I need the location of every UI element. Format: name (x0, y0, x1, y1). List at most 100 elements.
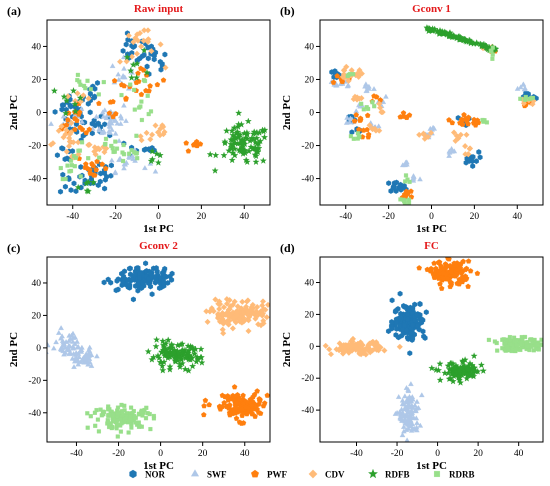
point-nor (158, 66, 164, 73)
point-rdrb (402, 202, 408, 205)
point-pwf (233, 405, 239, 411)
point-rdfb (253, 134, 261, 142)
point-nor (87, 109, 93, 116)
point-rdrb (83, 86, 88, 91)
point-cdv (357, 339, 364, 346)
point-rdrb (140, 413, 145, 418)
point-rdfb (230, 124, 238, 131)
point-swf (69, 355, 76, 361)
point-rdfb (193, 353, 201, 361)
point-cdv (340, 71, 347, 78)
point-rdrb (138, 104, 143, 109)
point-rdfb (184, 342, 192, 350)
point-pwf (249, 410, 255, 416)
point-nor (145, 55, 151, 62)
point-rdrb (69, 163, 74, 168)
y-axis-label: 2nd PC (281, 95, 293, 130)
y-tick-label: 20 (305, 310, 315, 320)
point-swf (394, 409, 400, 415)
point-swf (55, 329, 62, 335)
point-swf (417, 422, 424, 428)
y-tick-label: 40 (305, 279, 315, 289)
point-nor (390, 184, 396, 191)
legend-label-cdv: CDV (325, 470, 345, 480)
plot-frame (319, 256, 544, 443)
point-pwf (452, 272, 459, 278)
point-rdfb (72, 107, 79, 115)
point-swf (67, 343, 73, 349)
point-swf (118, 115, 125, 121)
point-rdfb (174, 341, 182, 349)
point-rdrb (119, 421, 124, 426)
point-cdv (66, 138, 73, 145)
point-nor (389, 325, 395, 332)
point-swf (48, 121, 54, 126)
panel-title: Gconv 1 (412, 3, 451, 15)
point-nor (89, 130, 95, 137)
point-rdfb (235, 120, 243, 128)
x-tick-label: 0 (429, 212, 434, 222)
point-nor (397, 290, 403, 297)
point-rdfb (447, 359, 455, 367)
point-cdv (340, 342, 347, 349)
panel-title: FC (424, 240, 439, 252)
point-rdfb (243, 135, 251, 142)
point-cdv (240, 309, 247, 317)
point-cdv (349, 335, 357, 342)
point-rdfb (163, 351, 171, 359)
point-pwf (273, 404, 278, 409)
point-rdfb (189, 362, 197, 370)
point-rdfb (206, 150, 214, 158)
point-cdv (379, 109, 386, 116)
point-rdfb (144, 347, 152, 355)
point-rdfb (143, 69, 151, 76)
y-tick-label: 40 (32, 279, 42, 289)
point-nor (401, 183, 407, 189)
point-nor (120, 48, 126, 54)
point-cdv (161, 128, 168, 136)
point-nor (165, 280, 171, 286)
point-pwf (446, 117, 452, 123)
point-swf (446, 152, 452, 158)
point-swf (94, 353, 100, 359)
point-rdfb (164, 336, 172, 344)
point-swf (397, 414, 404, 420)
point-swf (60, 341, 67, 347)
point-rdfb (470, 364, 478, 372)
point-rdfb (162, 346, 170, 354)
point-cdv (231, 298, 238, 305)
point-nor (125, 36, 131, 43)
point-nor (416, 326, 422, 333)
point-swf (116, 138, 122, 143)
point-nor (414, 311, 420, 318)
point-swf (399, 397, 406, 403)
point-swf (109, 63, 116, 69)
point-swf (417, 176, 423, 182)
point-rdrb (547, 344, 550, 348)
point-cdv (48, 141, 55, 148)
point-rdfb (229, 149, 237, 156)
x-tick-label: -40 (66, 212, 79, 222)
point-rdfb (237, 147, 245, 155)
point-swf (85, 361, 91, 367)
point-cdv (326, 346, 333, 353)
point-pwf (276, 411, 281, 416)
point-nor (59, 106, 65, 113)
point-rdrb (78, 82, 83, 87)
x-tick-label: 40 (240, 449, 250, 459)
x-tick-label: 20 (197, 212, 207, 222)
point-nor (108, 172, 114, 179)
point-cdv (427, 129, 435, 136)
point-cdv (212, 296, 219, 303)
point-swf (449, 148, 455, 154)
point-swf (405, 388, 412, 394)
point-nor (92, 93, 98, 100)
point-nor (130, 296, 136, 303)
point-pwf (90, 163, 97, 169)
point-pwf (230, 392, 236, 399)
point-swf (405, 425, 412, 431)
point-nor (157, 58, 163, 65)
point-swf (108, 157, 115, 163)
point-rdfb (90, 178, 97, 186)
point-cdv (366, 340, 373, 347)
